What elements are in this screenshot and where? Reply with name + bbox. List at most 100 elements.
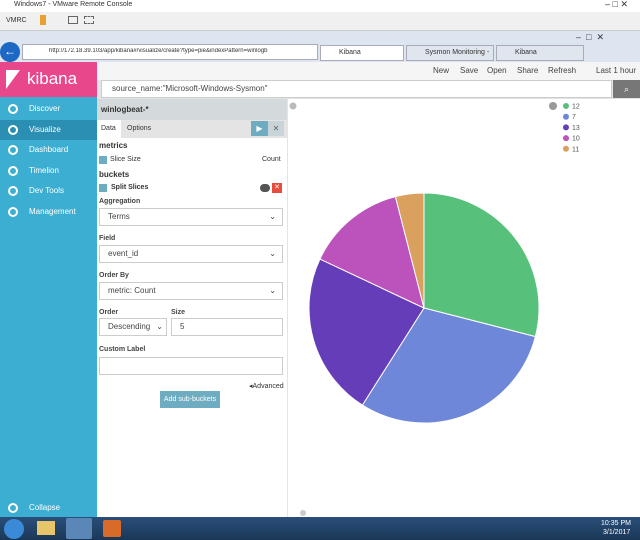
order-select[interactable]: Descending ⌄ — [99, 318, 167, 336]
legend-swatch — [563, 113, 569, 120]
collapse-sidebar[interactable] — [289, 102, 297, 110]
nav-icon — [8, 166, 18, 176]
discard-button[interactable]: ✕ — [268, 121, 284, 136]
taskbar: 10:35 PM 3/1/2017 — [0, 517, 640, 540]
nav-icon — [8, 145, 18, 155]
advanced-toggle[interactable]: ◂Advanced — [249, 383, 284, 390]
legend-label: 13 — [572, 125, 580, 132]
section-title: metrics — [99, 141, 128, 150]
nav-item[interactable]: Timelion — [0, 161, 97, 181]
pie-slice — [423, 192, 540, 338]
toolbar-button[interactable]: Save — [460, 66, 479, 75]
browser-tab[interactable]: Kibana — [496, 45, 584, 61]
nav-label: Visualize — [29, 125, 61, 134]
metric-type: Count — [262, 156, 281, 163]
nav-item[interactable]: Collapse — [0, 498, 97, 518]
remove-button[interactable]: ✕ — [272, 183, 282, 193]
toggle-icon[interactable] — [99, 184, 107, 192]
legend-label: 7 — [572, 114, 576, 121]
metric-label: Slice Size — [110, 156, 141, 163]
nav-item[interactable]: Management — [0, 202, 97, 222]
section-title: buckets — [99, 170, 130, 179]
window-title: Windows7 - VMware Remote Console — [14, 1, 133, 8]
pie-slice — [308, 258, 425, 406]
caret: ⌄ — [269, 286, 276, 295]
title-bar: Windows7 - VMware Remote Console – □ ✕ — [0, 0, 640, 12]
nav-item[interactable]: Visualize — [0, 120, 97, 140]
browser-tab[interactable]: Kibana — [320, 45, 404, 61]
toolbar-button[interactable]: Open — [487, 66, 507, 75]
field-label: Size — [171, 309, 186, 316]
field-select[interactable]: event_id ⌄ — [99, 245, 283, 263]
advanced-label: Advanced — [252, 383, 284, 390]
resize-handle[interactable] — [300, 510, 306, 516]
field-label: Custom Label — [99, 346, 146, 353]
taskbar-app[interactable] — [103, 520, 121, 537]
toolbar-button[interactable]: Share — [517, 66, 539, 75]
index-header: winlogbeat-* — [97, 99, 287, 120]
nav-item[interactable]: Discover — [0, 99, 97, 119]
nav-icon — [8, 503, 18, 513]
legend-label: 11 — [572, 146, 579, 153]
browser-tab[interactable]: Sysmon Monitoring - ... — [406, 45, 494, 70]
nav-icon — [8, 104, 18, 114]
query-input[interactable]: source_name:"Microsoft-Windows-Sysmon" — [101, 80, 612, 98]
nav-label: Timelion — [29, 166, 59, 175]
size-input[interactable]: 5 — [171, 318, 283, 336]
legend-swatch — [563, 124, 569, 131]
toggle-icon[interactable] — [99, 156, 107, 164]
field-label: Order — [99, 309, 119, 316]
nav-item[interactable]: Dev Tools — [0, 181, 97, 201]
select-value: Terms — [108, 212, 130, 221]
clock-time: 10:35 PM — [601, 520, 631, 527]
nav-label: Dev Tools — [29, 186, 64, 195]
start-button[interactable] — [4, 519, 24, 539]
select-value: metric: Count — [108, 286, 156, 295]
pie-slice — [319, 196, 425, 309]
send-keys[interactable] — [68, 16, 78, 24]
nav-icon — [8, 125, 18, 135]
chart: 12 7 13 10 11 — [289, 102, 580, 516]
logo-icon — [6, 70, 20, 89]
search-button[interactable]: ⌕ — [613, 80, 640, 98]
toolbar-button[interactable]: Last 1 hour — [596, 66, 637, 75]
vmrc-menu[interactable]: VMRC — [6, 17, 27, 24]
divider — [287, 99, 288, 517]
legend-label: 10 — [572, 136, 580, 143]
pie-slice — [361, 307, 536, 424]
editor-tab[interactable]: Data — [97, 120, 121, 138]
order-by-select[interactable]: metric: Count ⌄ — [99, 282, 283, 300]
editor-tab[interactable]: Options — [127, 125, 152, 132]
window-controls[interactable]: – □ ✕ — [605, 0, 628, 9]
address-bar[interactable]: http://172.18.39.103/app/kibana#/visuali… — [22, 44, 318, 60]
select-value: Descending — [108, 322, 151, 331]
taskbar-app[interactable] — [66, 518, 92, 539]
toolbar-button[interactable]: New — [433, 66, 450, 75]
caret: ⌄ — [156, 322, 163, 331]
toggle-switch[interactable] — [260, 184, 270, 192]
back-button[interactable]: ← — [0, 42, 20, 62]
browser-controls[interactable]: – □ ✕ — [576, 32, 604, 42]
taskbar-app[interactable] — [37, 521, 55, 535]
nav-item[interactable]: Dashboard — [0, 140, 97, 160]
top-toolbar — [97, 62, 640, 80]
legend-swatch — [563, 103, 569, 109]
toolbar-button[interactable]: Refresh — [548, 66, 577, 75]
caret: ⌄ — [269, 249, 276, 258]
add-sub-buckets-button[interactable]: Add sub-buckets — [160, 391, 220, 408]
fullscreen[interactable] — [84, 16, 94, 24]
url: http://172.18.39.103/app/kibana#/visuali… — [49, 48, 268, 54]
bucket-label: Split Slices — [111, 184, 149, 191]
legend-swatch — [563, 135, 569, 142]
pie-slice — [394, 192, 425, 309]
custom-label-input[interactable] — [99, 357, 283, 375]
apply-button[interactable]: ▶ — [251, 121, 268, 136]
pause-button[interactable] — [40, 15, 46, 25]
aggregation-select[interactable]: Terms ⌄ — [99, 208, 283, 226]
clock-date: 3/1/2017 — [603, 529, 631, 536]
logo-text: kibana — [27, 69, 78, 88]
legend-toggle[interactable] — [549, 102, 557, 110]
field-label: Field — [99, 235, 116, 242]
select-value: event_id — [108, 249, 139, 258]
